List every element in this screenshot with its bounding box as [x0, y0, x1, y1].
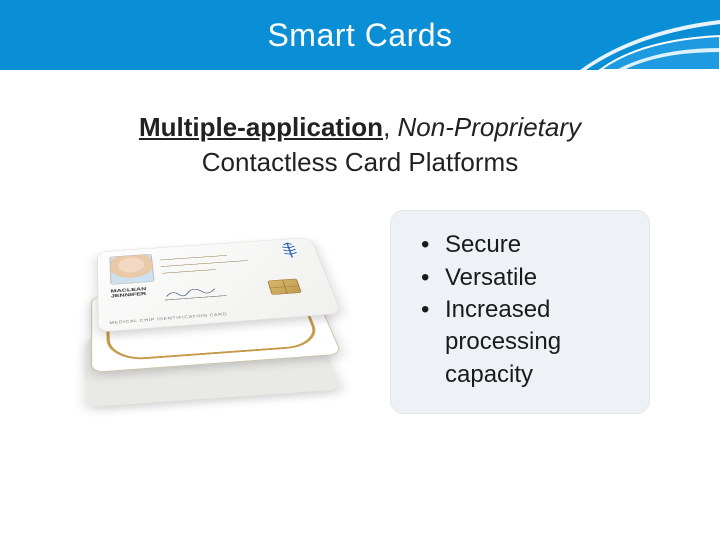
subtitle-line2: Contactless Card Platforms — [202, 147, 518, 177]
subtitle-italic: Non-Proprietary — [398, 112, 582, 142]
content-area: Multiple-application, Non-Proprietary Co… — [0, 70, 720, 414]
title-bar: Smart Cards — [0, 0, 720, 70]
features-box: Secure Versatile Increased processing ca… — [390, 210, 650, 414]
chip-icon — [267, 279, 301, 295]
caduceus-icon — [275, 242, 305, 259]
subtitle-bold: Multiple-application — [139, 112, 383, 142]
list-item: Versatile — [421, 262, 623, 294]
subtitle-comma: , — [383, 112, 397, 142]
card-footer-text: MEDICAL CHIP IDENTIFICATION CARD — [109, 313, 227, 326]
card-field-line — [161, 260, 248, 267]
list-item: Increased processing capacity — [421, 294, 623, 391]
body-row: MACLEAN JENNIFER MEDICAL CHIP IDENTIFICA… — [60, 210, 660, 414]
card-holder-name: MACLEAN JENNIFER — [111, 287, 147, 300]
smart-card-illustration: MACLEAN JENNIFER MEDICAL CHIP IDENTIFICA… — [70, 210, 360, 410]
header-corner-graphic — [580, 0, 720, 70]
features-list: Secure Versatile Increased processing ca… — [421, 229, 623, 391]
card-signature-line — [164, 286, 227, 300]
list-item: Secure — [421, 229, 623, 261]
card-field-line — [160, 255, 227, 260]
subtitle: Multiple-application, Non-Proprietary Co… — [60, 110, 660, 180]
slide-title: Smart Cards — [267, 17, 452, 54]
card-field-line — [162, 269, 216, 273]
card-photo — [109, 254, 154, 285]
